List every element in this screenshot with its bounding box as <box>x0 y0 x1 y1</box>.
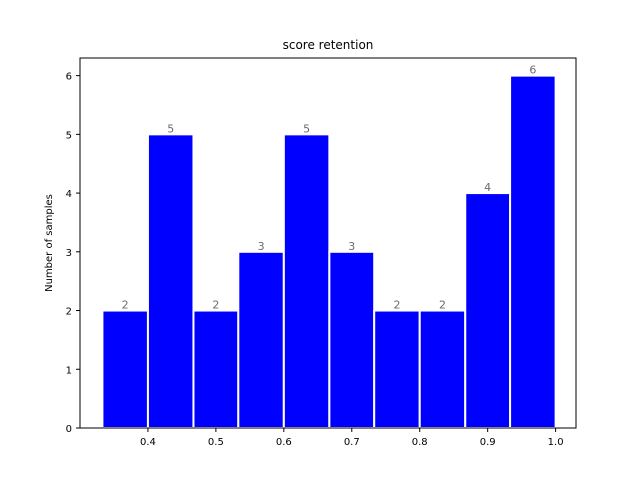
x-tick-label: 1.0 <box>548 437 564 448</box>
histogram-bar <box>101 309 149 429</box>
histogram-bar <box>192 309 240 429</box>
x-tick-label: 0.9 <box>480 437 496 448</box>
histogram-bar <box>282 133 331 429</box>
histogram-bar <box>509 74 557 429</box>
y-tick-label: 6 <box>66 72 72 83</box>
bar-count-label: 6 <box>529 64 536 77</box>
chart-title: score retention <box>283 38 374 52</box>
bar-count-label: 2 <box>122 299 129 312</box>
bar-count-label: 2 <box>393 299 400 312</box>
histogram-bar <box>373 309 421 429</box>
x-tick-label: 0.4 <box>140 437 156 448</box>
data-labels-layer: 2 5 2 3 5 3 2 2 4 6 <box>122 64 537 312</box>
y-tick-label: 4 <box>66 189 72 200</box>
y-axis-label: Number of samples <box>44 194 55 292</box>
x-tick-label: 0.6 <box>276 437 292 448</box>
plot-frame <box>79 57 577 429</box>
x-tick-label: 0.5 <box>208 437 224 448</box>
x-axis: 0.4 0.5 0.6 0.7 0.8 0.9 1.0 <box>140 428 564 448</box>
x-tick-label: 0.7 <box>344 437 360 448</box>
y-tick-label: 5 <box>66 130 72 141</box>
bar-count-label: 3 <box>258 240 265 253</box>
y-tick-label: 3 <box>66 248 72 259</box>
histogram-bar <box>328 250 376 429</box>
histogram-bar <box>464 192 512 429</box>
bar-count-label: 4 <box>484 181 491 194</box>
y-tick-label: 0 <box>66 424 72 435</box>
bar-count-label: 5 <box>303 122 310 135</box>
bar-count-label: 2 <box>212 299 219 312</box>
bars-layer <box>101 74 557 429</box>
x-tick-label: 0.8 <box>412 437 428 448</box>
y-axis: 0 1 2 3 4 5 6 <box>66 72 80 435</box>
y-tick-label: 2 <box>66 307 72 318</box>
histogram-bar <box>146 133 195 429</box>
histogram-bar <box>237 250 285 429</box>
y-tick-label: 1 <box>66 365 72 376</box>
bar-count-label: 2 <box>439 299 446 312</box>
bar-count-label: 3 <box>348 240 355 253</box>
histogram-bar <box>418 309 467 429</box>
bar-count-label: 5 <box>167 122 174 135</box>
